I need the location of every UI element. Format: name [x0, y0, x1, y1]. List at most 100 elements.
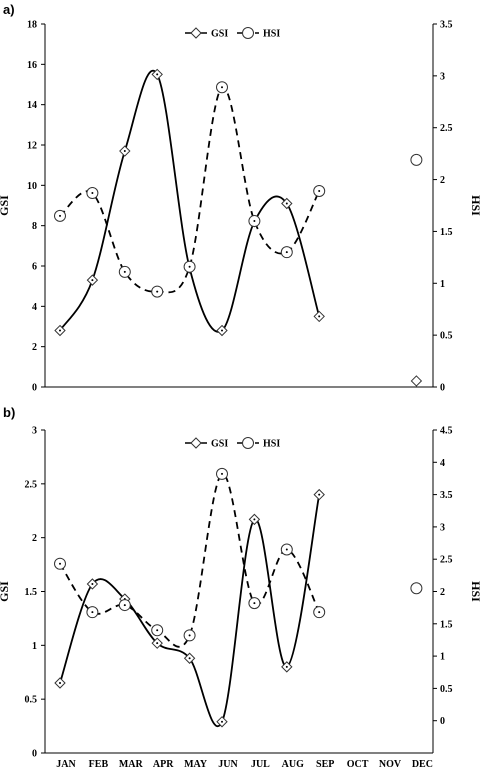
- panel-a-gsi-point-dot: [91, 279, 94, 282]
- x-tick-label-jul: JUL: [251, 759, 270, 769]
- panel-b-right-tick-label: 0.5: [440, 684, 453, 695]
- panel-a-left-tick-label: 18: [27, 20, 37, 31]
- panel-a-hsi-point-dot: [318, 189, 321, 192]
- panel-b-hsi-extra-point: [410, 582, 423, 595]
- panel-b-right-tick-label: 2: [440, 587, 445, 598]
- panel-b-legend-gsi-label: GSI: [211, 439, 228, 450]
- panel-b-hsi-point-dot: [123, 604, 126, 607]
- panel-a-gsi-point-dot: [221, 329, 223, 332]
- panel-a-legend-gsi-marker: [190, 27, 202, 39]
- panel-a-hsi-point-dot: [221, 86, 223, 89]
- panel-b-right-tick-label: 1.5: [440, 619, 453, 630]
- panel-b-gsi-point-dot: [156, 642, 159, 645]
- panel-a-right-tick-label: 2.5: [440, 123, 453, 134]
- panel-a-right-tick-label: 2: [440, 175, 445, 186]
- panel-b-gsi-point-dot: [91, 582, 94, 585]
- panel-a-left-tick-label: 6: [32, 262, 37, 273]
- panel-b-gsi-point-dot: [188, 657, 191, 660]
- panel-a-left-tick-label: 8: [32, 221, 37, 232]
- panel-b-right-tick-label: 0: [440, 716, 445, 727]
- panel-b-gsi-line: [59, 494, 321, 727]
- panel-a-left-tick-label: 2: [32, 342, 37, 353]
- panel-b-left-tick-label: 1: [32, 641, 37, 652]
- panel-a-gsi-point-dot: [156, 73, 159, 76]
- panel-b-hsi-point-dot: [318, 611, 321, 614]
- panel-b-right-tick-label: 4.5: [440, 426, 453, 437]
- x-tick-label-apr: APR: [153, 759, 174, 769]
- panel-a-hsi-point-dot: [123, 270, 126, 273]
- x-tick-label-may: MAY: [184, 759, 208, 769]
- panel-a-left-tick-label: 0: [32, 383, 37, 394]
- panel-a-hsi-line: [59, 86, 320, 294]
- panel-a-hsi-point-dot: [156, 290, 159, 293]
- panel-b-hsi-point-dot: [285, 548, 288, 551]
- x-tick-label-sep: SEP: [316, 759, 334, 769]
- panel-a-legend-hsi-label: HSI: [263, 29, 280, 40]
- panel-a-hsi-point-dot: [188, 265, 191, 268]
- panel-a-right-tick-label: 3: [440, 71, 445, 82]
- panel-b-label: b): [3, 405, 15, 420]
- panel-b-legend-hsi-label: HSI: [263, 439, 280, 450]
- panel-b-right-tick-label: 1: [440, 652, 445, 663]
- panel-b-y-label: GSI: [0, 581, 11, 602]
- panel-a-left-tick-label: 16: [27, 60, 37, 71]
- panel-a-gsi-point-dot: [318, 315, 321, 318]
- panel-b-left-tick-label: 3: [32, 426, 37, 437]
- panel-b-hsi-line: [59, 472, 321, 648]
- panel-b-left-tick-label: 2: [32, 533, 37, 544]
- panel-b-legend-gsi-marker: [190, 437, 202, 449]
- x-tick-label-jan: JAN: [56, 759, 76, 769]
- panel-a-left-tick-label: 14: [27, 100, 37, 111]
- panel-b-gsi-point-dot: [285, 665, 288, 668]
- panel-b-right-tick-label: 3: [440, 522, 445, 533]
- panel-a-gsi-point-dot: [59, 329, 61, 332]
- panel-b-right-tick-label: 4: [440, 458, 445, 469]
- x-tick-label-aug: AUG: [282, 759, 304, 769]
- panel-b-hsi-point-dot: [253, 602, 256, 605]
- panel-a-hsi-point-dot: [253, 220, 256, 223]
- panel-b-hsi-point-dot: [221, 472, 223, 475]
- panel-a-right-tick-label: 0: [440, 383, 445, 394]
- panel-a-y-label: GSI: [0, 195, 11, 216]
- panel-a-left-tick-label: 12: [27, 141, 37, 152]
- panel-a-left-tick-label: 4: [32, 302, 37, 313]
- panel-a-gsi-line: [59, 70, 321, 333]
- panel-b-left-tick-label: 0.5: [25, 695, 38, 706]
- panel-a-label: a): [3, 2, 15, 17]
- x-tick-label-feb: FEB: [89, 759, 109, 769]
- panel-a-hsi-extra-point: [410, 153, 423, 166]
- panel-a-hsi-point-dot: [91, 192, 94, 195]
- panel-a-legend-gsi-label: GSI: [211, 29, 228, 40]
- panel-a-legend-hsi-marker: [242, 27, 254, 39]
- panel-b-hsi-point-dot: [59, 562, 61, 565]
- panel-b-legend-hsi-marker: [242, 437, 254, 449]
- panel-b-gsi-point-dot: [318, 493, 321, 496]
- panel-a-gsi-point-dot: [123, 150, 126, 153]
- x-tick-label-nov: NOV: [379, 759, 402, 769]
- panel-b-right-tick-label: 3.5: [440, 490, 453, 501]
- x-tick-label-dec: DEC: [412, 759, 433, 769]
- panel-b-left-tick-label: 1.5: [25, 587, 38, 598]
- panel-a-right-tick-label: 3.5: [440, 20, 453, 31]
- panel-a-left-tick-label: 10: [27, 181, 37, 192]
- panel-b-hsi-point-dot: [156, 629, 159, 632]
- panel-a-gsi-point-dot: [285, 202, 288, 205]
- panel-b-left-tick-label: 2.5: [25, 479, 38, 490]
- panel-a-gsi-extra-point: [410, 375, 423, 387]
- panel-b-left-tick-label: 0: [32, 749, 37, 760]
- panel-b-hsi-point-dot: [188, 634, 191, 637]
- panel-a-right-tick-label: 0.5: [440, 331, 453, 342]
- panel-b-y2-label: HSI: [469, 581, 483, 602]
- panel-b-right-tick-label: 2.5: [440, 555, 453, 566]
- panel-a-right-tick-label: 1: [440, 279, 445, 290]
- x-tick-label-jun: JUN: [218, 759, 238, 769]
- panel-a-y2-label: HSI: [469, 195, 483, 216]
- x-tick-label-mar: MAR: [119, 759, 144, 769]
- panel-a-right-tick-label: 1.5: [440, 227, 453, 238]
- x-tick-label-oct: OCT: [347, 759, 369, 769]
- panel-b-gsi-point-dot: [59, 682, 61, 685]
- panel-a-hsi-point-dot: [285, 251, 288, 254]
- panel-b-hsi-point-dot: [91, 611, 94, 614]
- panel-b-gsi-point-dot: [221, 720, 223, 723]
